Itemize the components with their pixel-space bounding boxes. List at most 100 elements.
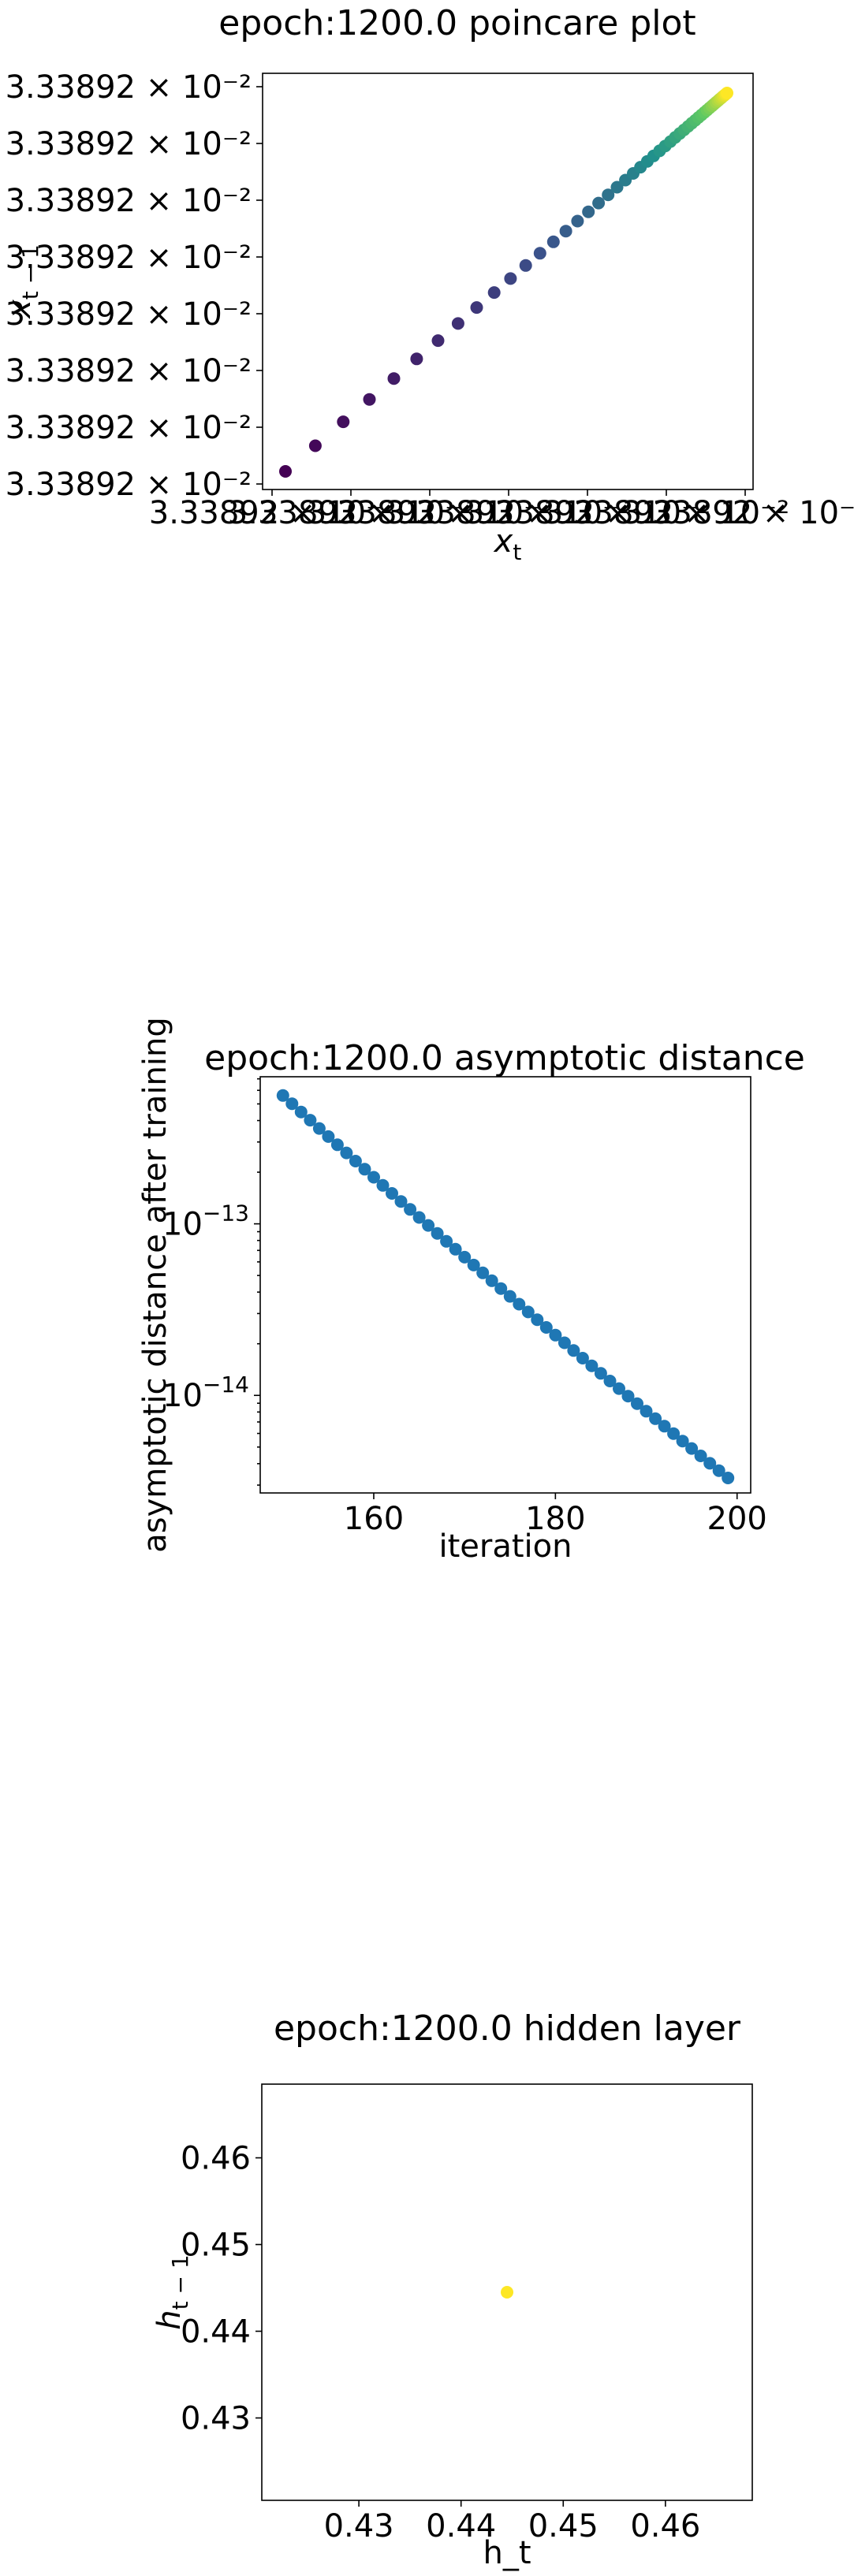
poincare-point (279, 465, 292, 478)
poincare-point (470, 301, 483, 315)
poincare-point (571, 214, 584, 228)
distance-point (367, 1171, 380, 1184)
distance-point (694, 1450, 707, 1462)
poincare-plot-x-axis-label: xt (493, 523, 522, 565)
x-tick-label: 180 (525, 1501, 585, 1537)
distance-point (294, 1105, 308, 1119)
distance-point (513, 1297, 526, 1311)
poincare-point (592, 196, 606, 210)
distance-point (621, 1390, 635, 1403)
distance-point (386, 1187, 398, 1200)
poincare-plot-panel: epoch:1200.0 poincare plot 3.33892 × 10⁻… (2, 3, 854, 565)
poincare-point (546, 235, 560, 248)
poincare-point (487, 286, 501, 300)
poincare-point (559, 225, 572, 238)
poincare-point (337, 415, 350, 429)
distance-point (476, 1266, 490, 1279)
asymptotic-distance-panel: epoch:1200.0 asymptotic distance 10−1310… (137, 1017, 805, 1565)
poincare-plot-axes-frame (262, 73, 754, 490)
y-tick-label: 3.33892 × 10⁻² (6, 467, 252, 503)
distance-point (539, 1321, 553, 1334)
distance-point (422, 1219, 435, 1232)
distance-point (312, 1122, 326, 1135)
distance-point (640, 1405, 653, 1418)
x-tick-label: 0.46 (630, 2508, 700, 2544)
distance-point (722, 1472, 735, 1484)
distance-point (394, 1195, 408, 1208)
poincare-point (610, 181, 624, 194)
x-tick-label: 0.45 (528, 2508, 599, 2544)
distance-point (521, 1305, 535, 1319)
distance-point (349, 1155, 362, 1167)
poincare-plot-markers (279, 87, 733, 478)
y-tick-label: 0.44 (181, 2314, 251, 2351)
distance-point (404, 1203, 417, 1216)
y-tick-label: 3.33892 × 10⁻² (6, 353, 252, 389)
distance-point (431, 1227, 444, 1240)
distance-point (631, 1397, 643, 1410)
poincare-point (602, 188, 615, 202)
distance-point (276, 1089, 289, 1102)
distance-point (485, 1274, 498, 1287)
x-tick-label: 0.44 (426, 2508, 496, 2544)
poincare-point (504, 272, 517, 285)
distance-point (340, 1146, 353, 1160)
asymptotic-distance-y-axis-label: asymptotic distance after training (137, 1017, 173, 1553)
x-tick-label: 3.33892 × 10⁻² (307, 495, 553, 531)
distance-point (358, 1163, 371, 1176)
poincare-point (410, 352, 423, 366)
x-tick-label: 3.33892 × 10⁻² (543, 495, 789, 531)
distance-point (458, 1250, 472, 1264)
x-tick-label: 160 (344, 1501, 404, 1537)
distance-point (322, 1130, 335, 1143)
y-tick-label: 3.33892 × 10⁻² (6, 410, 252, 446)
distance-point (576, 1352, 589, 1364)
x-tick-label: 3.33892 × 10⁻² (386, 495, 632, 531)
x-tick-label: 3.33892 × 10⁻² (464, 495, 710, 531)
asymptotic-distance-title: epoch:1200.0 asymptotic distance (204, 1038, 805, 1078)
poincare-point (519, 259, 532, 272)
y-tick-label: 3.33892 × 10⁻² (6, 240, 252, 276)
distance-point (531, 1313, 544, 1327)
distance-point (467, 1258, 480, 1271)
distance-point (603, 1375, 617, 1387)
hidden-layer-x-ticks: 0.43 0.44 0.45 0.46 (324, 2500, 700, 2544)
poincare-plot-x-ticks: 3.33892 × 10⁻²3.33892 × 10⁻²3.33892 × 10… (149, 490, 854, 531)
poincare-point (582, 205, 595, 218)
distance-point (503, 1290, 517, 1303)
poincare-plot-y-ticks: 3.33892 × 10⁻² 3.33892 × 10⁻² 3.33892 × 10… (6, 69, 263, 503)
poincare-point (431, 334, 445, 348)
poincare-point (308, 439, 322, 452)
distance-point (594, 1367, 607, 1380)
distance-point (376, 1178, 390, 1192)
y-tick-label: 3.33892 × 10⁻² (6, 296, 252, 333)
poincare-point (363, 393, 376, 406)
asymptotic-distance-axes-frame (259, 1076, 751, 1494)
distance-point (685, 1442, 699, 1455)
hidden-layer-x-axis-label: h_t (483, 2535, 531, 2571)
poincare-point (533, 247, 546, 260)
y-tick-label: 0.43 (181, 2401, 251, 2437)
poincare-point (451, 317, 464, 330)
poincare-point (721, 87, 733, 99)
y-tick-label: 0.46 (181, 2141, 251, 2177)
distance-point (549, 1328, 562, 1342)
distance-point (412, 1211, 426, 1224)
distance-point (567, 1344, 580, 1357)
asymptotic-distance-y-ticks: 10−13 10−14 (162, 1078, 260, 1486)
distance-point (304, 1114, 317, 1127)
distance-point (676, 1435, 689, 1448)
distance-point (558, 1336, 571, 1349)
hidden-layer-title: epoch:1200.0 hidden layer (274, 2008, 741, 2049)
distance-point (494, 1282, 508, 1295)
hidden-layer-axes-frame (261, 2083, 753, 2501)
distance-point (440, 1234, 453, 1248)
y-tick-label: 3.33892 × 10⁻² (6, 126, 252, 162)
poincare-plot-y-axis-label: xt − 1 (2, 244, 43, 320)
distance-point (449, 1242, 462, 1256)
distance-point (585, 1359, 599, 1372)
hidden-layer-panel: epoch:1200.0 hidden layer 0.43 0.44 0.45 0.… (151, 2008, 753, 2571)
distance-point (285, 1097, 299, 1111)
poincare-point (387, 372, 401, 385)
